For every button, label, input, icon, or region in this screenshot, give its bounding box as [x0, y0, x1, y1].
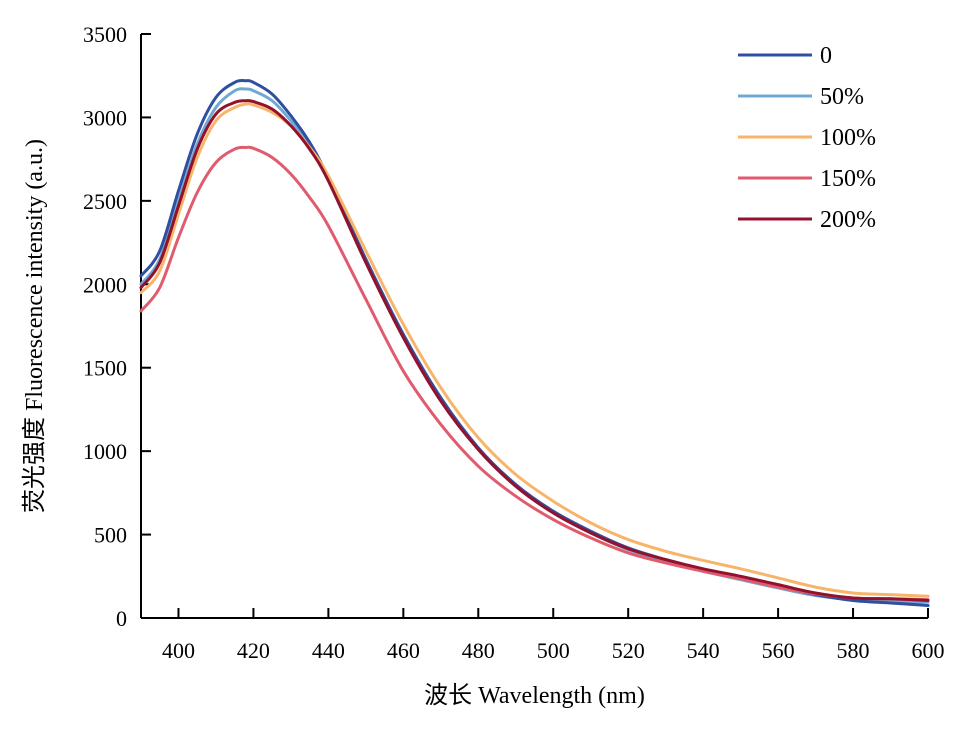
legend: 0 50% 100% 150% 200% — [738, 43, 876, 233]
legend-label: 50% — [820, 84, 864, 110]
y-tick-label: 2000 — [83, 272, 127, 297]
y-tick-label: 1500 — [83, 356, 127, 381]
series-line-2 — [139, 102, 930, 598]
x-tick-label: 520 — [612, 638, 645, 663]
legend-label: 150% — [820, 166, 876, 192]
series-line-0 — [139, 79, 930, 607]
x-tick-label: 400 — [162, 638, 195, 663]
series-line-4 — [139, 99, 930, 602]
x-axis-title: 波长 Wavelength (nm) — [424, 682, 645, 709]
y-tick-label: 0 — [116, 606, 127, 631]
series-lines — [139, 79, 930, 607]
legend-label: 0 — [820, 43, 832, 69]
x-tick-label: 560 — [762, 638, 795, 663]
legend-label: 200% — [820, 207, 876, 233]
y-tick-label: 500 — [94, 523, 127, 548]
x-tick-label: 420 — [237, 638, 270, 663]
y-tick-label: 1000 — [83, 439, 127, 464]
y-tick-label: 3500 — [83, 22, 127, 47]
y-tick-label: 3000 — [83, 105, 127, 130]
y-tick-label: 2500 — [83, 189, 127, 214]
axes: 0 500 1000 1500 2000 2500 3000 3500 400 420 440 460… — [83, 22, 945, 663]
x-tick-label: 580 — [837, 638, 870, 663]
x-tick-label: 600 — [912, 638, 945, 663]
x-tick-label: 500 — [537, 638, 570, 663]
x-tick-label: 480 — [462, 638, 495, 663]
series-line-1 — [139, 87, 930, 604]
legend-label: 100% — [820, 125, 876, 151]
y-axis-title: 荧光强度 Fluorescence intensity (a.u.) — [21, 139, 48, 513]
x-tick-label: 460 — [387, 638, 420, 663]
series-line-3 — [139, 145, 930, 602]
x-tick-label: 440 — [312, 638, 345, 663]
x-tick-label: 540 — [687, 638, 720, 663]
